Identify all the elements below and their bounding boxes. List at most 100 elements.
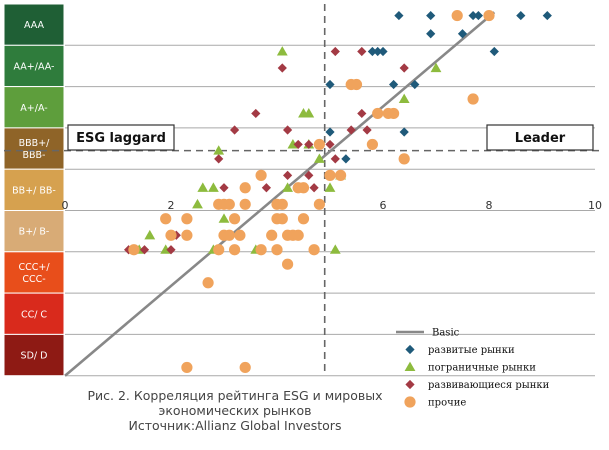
data-point (473, 10, 483, 21)
data-point (282, 182, 293, 192)
data-point (128, 244, 140, 256)
data-point (399, 63, 409, 73)
data-point (297, 182, 310, 194)
rating-label: BBB+/ (19, 138, 51, 149)
data-point (457, 29, 468, 39)
data-point (223, 198, 235, 210)
data-point (430, 62, 442, 73)
data-point (372, 107, 384, 120)
data-point (357, 46, 367, 57)
data-point (373, 46, 383, 57)
data-point (314, 153, 325, 163)
legend-swatch (405, 379, 415, 390)
data-point (160, 213, 172, 225)
data-point (467, 93, 479, 105)
series-diamond (325, 10, 552, 164)
data-point (239, 361, 251, 374)
data-point (277, 63, 287, 73)
data-point (239, 198, 251, 210)
caption-line-1: Рис. 2. Корреляция рейтинга ESG и мировы… (87, 388, 383, 403)
data-point (197, 182, 209, 192)
data-point (468, 10, 478, 21)
divider-lines (4, 4, 603, 376)
legend-label: пограничные рынки (428, 363, 536, 374)
x-tick-label: 0 (62, 199, 69, 212)
box-label: Leader (515, 131, 566, 146)
data-point (308, 244, 320, 256)
rating-band (3, 127, 65, 170)
x-tick-label: 6 (380, 199, 387, 212)
data-point (330, 46, 340, 57)
data-point (330, 154, 340, 164)
data-point (229, 213, 241, 225)
data-point (166, 245, 176, 255)
data-point (213, 244, 225, 256)
box-frame (67, 124, 175, 151)
caption-line-2: экономических рынков (158, 403, 312, 418)
data-point (329, 244, 341, 254)
quadrant-boxes: ESG laggard Leader (67, 124, 594, 151)
rating-label: BBB- (23, 150, 46, 161)
rating-band (3, 210, 65, 253)
rating-band (3, 86, 65, 129)
legend-label: развитые рынки (428, 345, 515, 356)
x-tick-label: 2 (168, 199, 175, 212)
trend-line (64, 11, 496, 377)
rating-label: CCC+/ (18, 262, 50, 273)
caption-line-3: Источник:Allianz Global Investors (128, 418, 342, 433)
legend-swatch (404, 361, 416, 372)
rating-label: CCC- (22, 274, 45, 285)
data-point (213, 145, 225, 155)
data-point (276, 46, 288, 56)
data-point (398, 93, 410, 104)
data-point (325, 127, 335, 137)
data-point (426, 10, 436, 21)
data-point (489, 46, 499, 57)
rating-band (3, 292, 65, 335)
data-point (181, 213, 193, 225)
data-point (165, 229, 177, 241)
data-point (304, 170, 314, 180)
data-point (350, 78, 363, 91)
data-point (410, 79, 420, 90)
data-point (426, 29, 436, 39)
series-circle (128, 9, 495, 374)
data-point (346, 125, 356, 135)
rating-label: BB+/ BB- (12, 185, 56, 196)
data-point (208, 182, 219, 192)
grid-lines (65, 44, 595, 377)
data-point (223, 229, 235, 241)
series-triangle (133, 46, 442, 254)
data-point (266, 229, 278, 241)
rating-label: A+/A- (20, 103, 47, 114)
data-point (399, 127, 409, 137)
data-point (324, 169, 336, 181)
data-point (255, 244, 267, 256)
box-frame (486, 124, 594, 151)
legend-swatch (404, 396, 416, 408)
data-point (378, 46, 388, 57)
legend-swatch (405, 344, 415, 355)
data-point (219, 183, 229, 193)
data-point (297, 213, 310, 225)
data-point (389, 79, 399, 90)
data-point (388, 107, 400, 120)
data-point (325, 79, 335, 90)
figure-caption: Рис. 2. Корреляция рейтинга ESG и мировы… (40, 388, 430, 433)
data-point (261, 183, 271, 193)
data-point (239, 182, 251, 194)
rating-column: AAA AA+/AA- A+/A- BBB+/BBB- BB+/ BB- B+/ B- CC… (3, 3, 65, 377)
data-point (230, 125, 240, 135)
legend-label: развивающиеся рынки (428, 380, 550, 391)
data-point (192, 198, 203, 209)
data-point (516, 10, 526, 21)
legend-label: прочие (428, 398, 466, 409)
data-point (335, 169, 347, 181)
data-points (124, 9, 552, 374)
data-point (283, 170, 293, 180)
rating-label: AA+/AA- (14, 61, 55, 72)
data-point (181, 229, 193, 241)
data-point (357, 108, 367, 119)
data-point (292, 229, 304, 241)
rating-label: SD/ D (21, 351, 48, 362)
